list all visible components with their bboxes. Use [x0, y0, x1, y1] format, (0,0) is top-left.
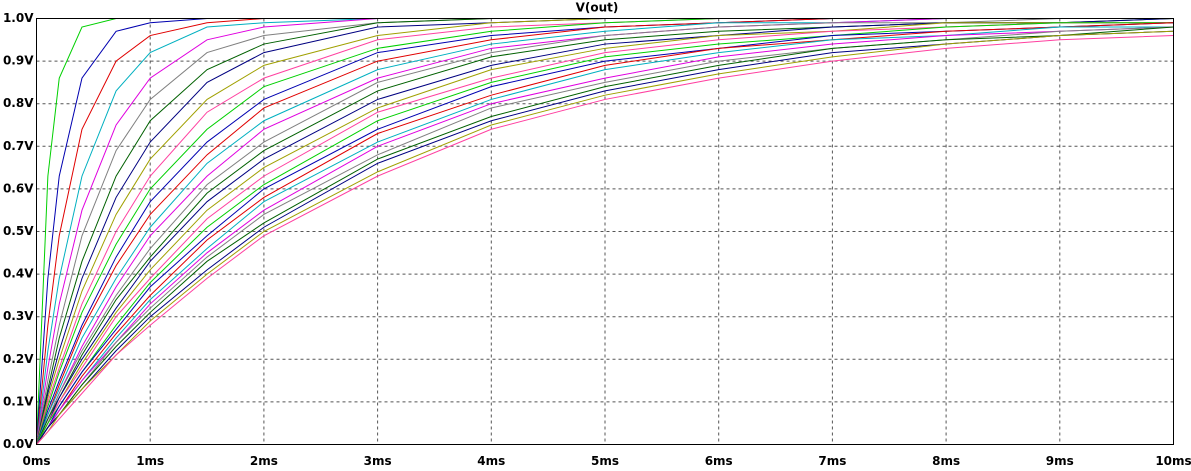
- x-tick-label: 4ms: [477, 454, 505, 468]
- x-tick-label: 10ms: [1155, 454, 1191, 468]
- y-tick-label: 0.7V: [3, 139, 34, 153]
- y-tick-label: 0.0V: [3, 437, 34, 451]
- plot-frame: [36, 18, 1174, 445]
- series-line: [36, 18, 1174, 445]
- series-line: [36, 22, 1174, 445]
- x-tick-label: 5ms: [591, 454, 619, 468]
- y-tick-label: 0.5V: [3, 224, 34, 238]
- y-tick-label: 0.6V: [3, 181, 34, 195]
- chart-title: V(out): [576, 1, 619, 15]
- y-tick-label: 0.3V: [3, 309, 34, 323]
- series-line: [36, 22, 1174, 445]
- y-tick-label: 0.4V: [3, 267, 34, 281]
- x-tick-label: 7ms: [818, 454, 846, 468]
- series-line: [36, 22, 1174, 445]
- y-tick-label: 0.9V: [3, 54, 34, 68]
- x-tick-label: 3ms: [364, 454, 392, 468]
- series-line: [36, 30, 1174, 445]
- y-tick-label: 1.0V: [3, 11, 34, 25]
- series-line: [36, 35, 1174, 445]
- series-line: [36, 26, 1174, 445]
- series-line: [36, 18, 1174, 445]
- y-tick-label: 0.8V: [3, 96, 34, 110]
- x-tick-label: 9ms: [1046, 454, 1074, 468]
- y-tick-label: 0.2V: [3, 352, 34, 366]
- y-tick-label: 0.1V: [3, 394, 34, 408]
- x-tick-label: 1ms: [136, 454, 164, 468]
- series-line: [36, 18, 1174, 445]
- x-tick-label: 8ms: [932, 454, 960, 468]
- x-tick-label: 6ms: [705, 454, 733, 468]
- series-line: [36, 26, 1174, 445]
- x-tick-label: 0ms: [23, 454, 51, 468]
- x-tick-label: 2ms: [250, 454, 278, 468]
- series-line: [36, 22, 1174, 445]
